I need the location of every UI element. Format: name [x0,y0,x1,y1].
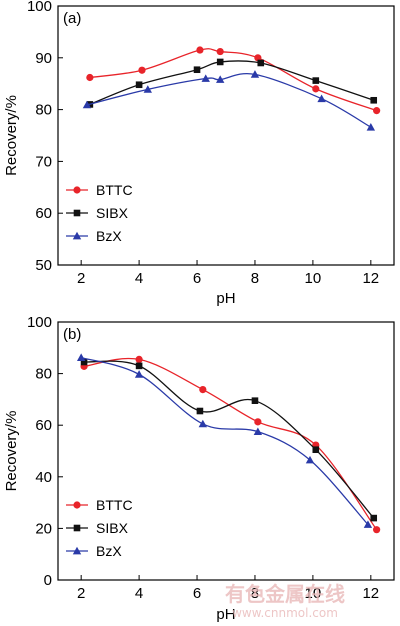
panel-a-label: (a) [63,10,81,27]
panel-b-y-tick-label: 0 [44,572,52,589]
panel-b-x-axis-label: pH [216,606,235,623]
panel-b-bttc-point [199,385,207,394]
panel-b-bttc-point [254,418,262,426]
panel-b-sibx-point [80,358,88,366]
panel-a-legend-label: BTTC [96,182,133,198]
panel-a-bzx-line [86,73,372,128]
panel-a-sibx-point [370,96,378,104]
panel-a-legend-label: SIBX [96,205,129,221]
panel-b-bzx-point [253,427,263,436]
panel-a-sibx-point [312,77,320,84]
panel-a-y-tick-label: 90 [35,50,52,67]
panel-b-legend-marker [73,524,81,532]
panel-b-legend-label: BTTC [96,497,133,513]
panel-a-y-tick-label: 70 [35,153,52,170]
panel-a-legend-marker [73,186,81,194]
panel-b-x-tick-label: 12 [362,585,379,602]
panel-a-series-bzx [82,70,376,131]
panel-b-y-tick-label: 60 [35,417,52,434]
panel-a-chart: 2 4 6 8 10 12 50 60 70 80 90 100 pH Recovery/% (a) BTTC… [3,0,395,307]
panel-a-x-tick-label: 12 [362,270,379,287]
panel-a-sibx-point [193,66,201,74]
panel-a-bzx-point [317,94,326,103]
panel-a-bzx-point [201,74,210,82]
panel-a-bttc-line [89,48,377,112]
panel-b-sibx-point [370,514,378,522]
panel-b-legend-label: SIBX [96,520,129,536]
panel-b-series-sibx [80,358,378,522]
panel-a-bttc-point [196,46,204,54]
panel-a-sibx-point [216,58,224,66]
panel-a-legend: BTTC SIBX BzX [66,182,133,244]
panel-b-series-bttc [80,355,381,534]
panel-b-legend-marker [72,546,82,555]
panel-b-y-tick-label: 80 [35,366,52,383]
panel-a-legend-marker [72,231,82,240]
panel-b-bzx-point [363,520,373,528]
watermark-url: www.cnnmol.com [232,606,338,620]
panel-b-chart: 2 4 6 8 10 12 0 20 40 60 80 100 pH Recovery/% (b) BTTC S… [3,314,395,623]
panel-a-y-tick-label: 80 [35,102,52,119]
panel-a-sibx-point [257,59,265,67]
panel-b-bzx-point [305,455,315,464]
panel-b-series-bzx [76,353,373,528]
panel-a-legend-label: BzX [96,228,122,244]
panel-a-bttc-point [216,47,224,56]
panel-a-x-tick-label: 6 [193,270,201,287]
panel-b-sibx-point [251,397,259,404]
panel-b-sibx-point [135,362,143,370]
panel-a-bttc-point [373,107,381,115]
panel-b-x-tick-label: 4 [135,585,143,602]
panel-a-x-tick-label: 8 [251,270,259,287]
panel-b-x-tick-label: 8 [251,585,259,602]
panel-b-y-tick-label: 100 [27,314,52,331]
panel-a-bzx-point [366,123,376,131]
panel-a-x-tick-label: 4 [135,270,143,287]
panel-a-series-sibx [86,58,378,108]
panel-b-bzx-point [134,370,144,378]
panel-b-bttc-point [373,526,381,534]
panel-a-bttc-point [254,54,262,62]
panel-b-legend-label: BzX [96,543,122,559]
panel-a-sibx-line [89,60,374,106]
panel-b-axes-frame [57,321,395,581]
panel-b-y-tick-label: 20 [35,520,52,537]
panel-a-x-tick-label: 10 [305,270,322,287]
panel-b-bzx-point [198,419,208,428]
panel-a-legend-marker [73,209,81,217]
panel-a-bttc-point [138,66,146,74]
panel-b-sibx-line [84,360,375,519]
panel-a-y-tick-label: 100 [27,0,52,15]
panel-b-x-tick-label: 10 [305,585,322,602]
panel-a-y-tick-label: 60 [35,205,52,222]
panel-a-axes-frame [57,5,395,266]
panel-a-series-bttc [86,46,381,115]
panel-a-sibx-point [135,81,143,89]
panel-b-sibx-point [196,407,204,415]
panel-b-bzx-point [76,353,86,361]
panel-a-x-tick-label: 2 [77,270,85,287]
panel-b-legend: BTTC SIBX BzX [66,497,133,559]
panel-b-label: (b) [63,326,81,343]
panel-b-sibx-point [312,446,320,454]
panel-b-x-tick-label: 2 [77,585,85,602]
panel-a-bzx-point [216,75,225,83]
panel-a-bttc-point [312,85,320,93]
panel-a-x-axis-label: pH [216,290,235,307]
watermark-text: 有色金属在线 [225,582,345,606]
panel-b-legend-marker [73,501,81,509]
panel-a-bzx-point [250,70,260,78]
panel-b-bttc-point [135,355,143,364]
panel-b-y-tick-label: 40 [35,469,52,486]
panel-a-bzx-point [143,85,152,93]
panel-b-x-tick-label: 6 [193,585,201,602]
panel-a-bzx-point [82,100,92,109]
panel-a-y-axis-label: Recovery/% [3,95,20,176]
panel-b-y-axis-label: Recovery/% [3,411,20,492]
panel-a-bttc-point [86,73,94,82]
panel-a-y-tick-label: 50 [35,257,52,274]
